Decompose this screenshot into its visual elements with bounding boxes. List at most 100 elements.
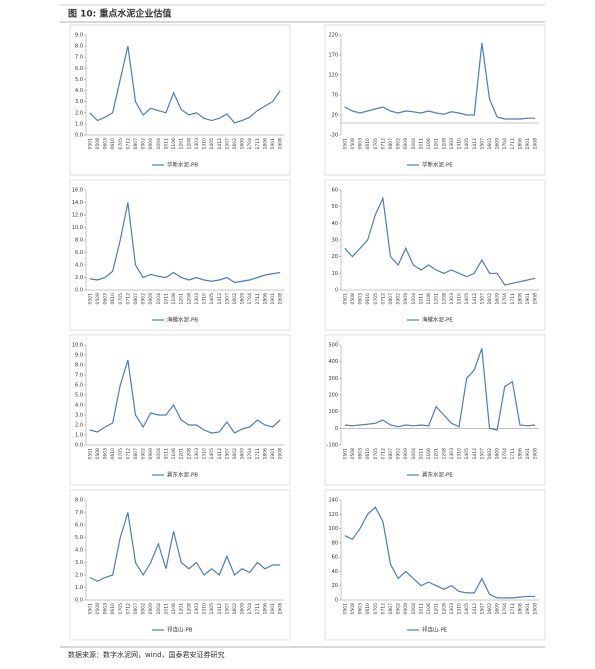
x-tick-label: 1908 bbox=[278, 293, 284, 305]
x-tick-label: 1507 bbox=[224, 448, 230, 460]
x-tick-label: 1806 bbox=[262, 293, 268, 305]
y-tick-label: 9.0 bbox=[75, 353, 83, 359]
source-note: 数据来源：数字水泥网，wind，国泰君安证券研究 bbox=[68, 650, 225, 659]
y-tick-label: 5.0 bbox=[75, 77, 83, 83]
x-tick-label: 0902 bbox=[141, 603, 147, 615]
x-tick-label: 1901 bbox=[270, 603, 276, 615]
x-tick-label: 1208 bbox=[441, 603, 447, 615]
chart-frame bbox=[324, 489, 546, 641]
x-tick-label: 0501 bbox=[87, 293, 93, 305]
x-tick-label: 0508 bbox=[350, 138, 356, 150]
y-tick-label: 400 bbox=[328, 359, 338, 365]
x-tick-label: 1711 bbox=[510, 603, 516, 615]
y-tick-label: 0 bbox=[335, 426, 338, 432]
x-tick-label: 1004 bbox=[156, 293, 162, 305]
y-tick-label: 1.0 bbox=[75, 121, 83, 127]
x-tick-label: 1412 bbox=[217, 293, 223, 305]
x-tick-label: 1507 bbox=[479, 293, 485, 305]
series-line bbox=[344, 42, 536, 120]
x-tick-label: 1908 bbox=[278, 448, 284, 460]
x-tick-label: 0807 bbox=[388, 603, 394, 615]
y-tick-label: 140 bbox=[328, 498, 338, 504]
x-tick-label: 0603 bbox=[358, 603, 364, 615]
x-tick-label: 1011 bbox=[163, 293, 169, 305]
y-tick-label: 3.0 bbox=[75, 560, 83, 566]
y-tick-label: 10.0 bbox=[72, 225, 83, 231]
x-tick-label: 1106 bbox=[171, 138, 177, 150]
legend-label: 冀东水泥-PB bbox=[167, 471, 198, 479]
x-tick-label: 1908 bbox=[278, 603, 284, 615]
x-tick-label: 0501 bbox=[87, 138, 93, 150]
x-tick-label: 1602 bbox=[232, 138, 238, 150]
x-tick-label: 0705 bbox=[373, 138, 379, 150]
x-tick-label: 1602 bbox=[487, 138, 493, 150]
y-tick-label: 2.0 bbox=[75, 275, 83, 281]
x-tick-label: 1208 bbox=[186, 293, 192, 305]
x-tick-label: 1711 bbox=[255, 293, 261, 305]
x-tick-label: 1405 bbox=[209, 293, 215, 305]
x-tick-label: 1405 bbox=[464, 138, 470, 150]
x-tick-label: 1405 bbox=[209, 448, 215, 460]
x-tick-label: 0909 bbox=[148, 293, 154, 305]
x-tick-label: 1011 bbox=[163, 603, 169, 615]
x-tick-label: 1405 bbox=[209, 603, 215, 615]
x-tick-label: 1609 bbox=[240, 138, 246, 150]
x-tick-label: 0603 bbox=[358, 448, 364, 460]
x-tick-label: 1704 bbox=[247, 138, 253, 150]
x-tick-label: 1201 bbox=[434, 448, 440, 460]
figure-title: 图 10: 重点水泥企业估值 bbox=[68, 8, 171, 20]
x-tick-label: 0902 bbox=[141, 448, 147, 460]
x-tick-label: 1901 bbox=[525, 138, 531, 150]
x-tick-label: 1609 bbox=[495, 293, 501, 305]
y-tick-label: 3.0 bbox=[75, 99, 83, 105]
y-tick-label: 6.0 bbox=[75, 66, 83, 72]
legend-label: 华新水泥-PE bbox=[422, 161, 453, 169]
x-tick-label: 0712 bbox=[380, 293, 386, 305]
y-tick-label: 6.0 bbox=[75, 523, 83, 529]
series-line bbox=[89, 359, 281, 434]
x-tick-label: 1609 bbox=[495, 448, 501, 460]
x-tick-label: 1901 bbox=[270, 448, 276, 460]
x-tick-label: 1704 bbox=[247, 448, 253, 460]
x-tick-label: 1303 bbox=[194, 448, 200, 460]
x-tick-label: 1310 bbox=[457, 448, 463, 460]
y-tick-label: 7.0 bbox=[75, 55, 83, 61]
y-tick-label: 70 bbox=[332, 93, 338, 99]
x-tick-label: 1412 bbox=[472, 138, 478, 150]
x-tick-label: 0807 bbox=[133, 293, 139, 305]
y-tick-label: 40 bbox=[332, 569, 338, 575]
x-tick-label: 0712 bbox=[380, 448, 386, 460]
y-tick-label: 5.0 bbox=[75, 535, 83, 541]
y-tick-label: 9.0 bbox=[75, 33, 83, 39]
y-tick-label: 7.0 bbox=[75, 510, 83, 516]
x-tick-label: 1310 bbox=[457, 293, 463, 305]
x-tick-label: 0807 bbox=[388, 448, 394, 460]
y-tick-label: 60 bbox=[332, 188, 338, 194]
y-tick-label: 20 bbox=[332, 583, 338, 589]
x-tick-label: 0705 bbox=[118, 448, 124, 460]
x-tick-label: 0603 bbox=[103, 293, 109, 305]
y-tick-label: 0.0 bbox=[75, 133, 83, 139]
x-tick-label: 1201 bbox=[179, 448, 185, 460]
x-tick-label: 1310 bbox=[457, 138, 463, 150]
y-tick-label: 16.0 bbox=[72, 188, 83, 194]
x-tick-label: 1004 bbox=[411, 603, 417, 615]
x-tick-label: 1310 bbox=[202, 138, 208, 150]
x-tick-label: 0712 bbox=[125, 138, 131, 150]
x-tick-label: 1106 bbox=[426, 603, 432, 615]
x-tick-label: 1507 bbox=[479, 448, 485, 460]
x-tick-label: 1412 bbox=[217, 138, 223, 150]
y-tick-label: 4.0 bbox=[75, 88, 83, 94]
y-tick-label: 20 bbox=[332, 254, 338, 260]
y-tick-label: 8.0 bbox=[75, 498, 83, 504]
y-tick-label: 500 bbox=[328, 343, 338, 349]
y-tick-label: 20 bbox=[332, 113, 338, 119]
x-tick-label: 1011 bbox=[163, 138, 169, 150]
x-tick-label: 0610 bbox=[365, 293, 371, 305]
x-tick-label: 0705 bbox=[373, 293, 379, 305]
chart-frame bbox=[324, 179, 546, 331]
x-tick-label: 0705 bbox=[373, 448, 379, 460]
legend-label: 祁连山-PE bbox=[422, 626, 448, 634]
x-tick-label: 1201 bbox=[179, 293, 185, 305]
x-tick-label: 0501 bbox=[87, 603, 93, 615]
